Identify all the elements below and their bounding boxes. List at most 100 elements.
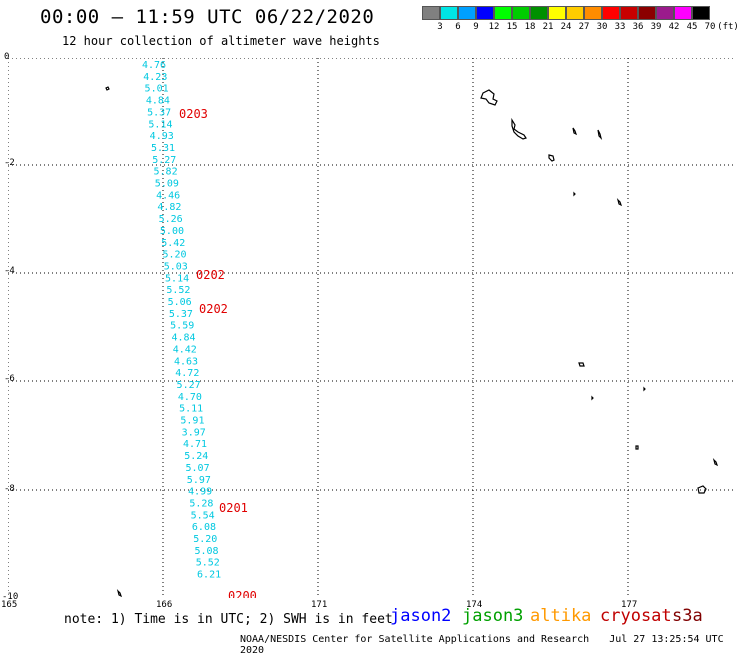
color-swatch [458,6,476,20]
island-outline [105,86,110,91]
x-tick-label: 165 [1,600,18,610]
color-scale-label: 9 [473,22,479,32]
swh-value-label: 5.06 [168,297,192,308]
footer-credit: NOAA/NESDIS Center for Satellite Applica… [240,634,724,656]
swh-value-label: 5.20 [162,250,186,261]
swh-value-label: 5.27 [152,155,176,166]
x-tick-label: 174 [466,600,483,610]
swh-value-label: 4.82 [157,202,181,213]
swh-value-label: 4.71 [183,439,207,450]
swh-value-label: 5.14 [165,273,189,284]
color-swatch [548,6,566,20]
island-outline [635,445,639,450]
color-scale-bar [422,6,710,20]
color-swatch [494,6,512,20]
island-outline [578,362,585,367]
swh-value-label: 5.01 [145,84,169,95]
color-swatch [656,6,674,20]
x-tick-label: 171 [311,600,328,610]
swh-value-label: 5.00 [160,226,184,237]
swh-value-label: 4.46 [156,190,180,201]
swh-value-label: 5.31 [151,143,175,154]
color-swatch [440,6,458,20]
color-scale-label: 12 [488,22,500,32]
legend-altika: altika [530,606,592,626]
island-outline [591,395,594,401]
island-outline [116,589,123,598]
swh-value-label: 5.20 [193,534,217,545]
color-scale-label: 33 [614,22,626,32]
color-swatch [512,6,530,20]
swh-value-label: 4.84 [146,96,170,107]
pass-time-label: 0200 [228,589,257,598]
island-outline [511,117,527,140]
swh-value-label: 5.08 [194,546,218,557]
swh-value-label: 4.99 [188,487,212,498]
swh-value-label: 5.11 [179,404,203,415]
color-scale-label: 70 [704,22,716,32]
swh-value-label: 4.84 [171,333,195,344]
y-tick-label: -6 [4,374,15,384]
swh-value-label: 5.59 [170,321,194,332]
y-tick-label: -8 [4,484,15,494]
y-tick-label: 0 [4,52,10,62]
color-swatch [530,6,548,20]
swh-value-label: 5.27 [177,380,201,391]
legend-jason3: jason3 [462,606,524,626]
swh-value-label: 6.08 [192,522,216,533]
color-scale-label: 36 [632,22,644,32]
units-note: note: 1) Time is in UTC; 2) SWH is in fe… [64,612,393,627]
swh-value-label: 5.28 [189,498,213,509]
island-outline [697,485,707,494]
island-outline [548,154,555,162]
swh-value-label: 5.07 [186,463,210,474]
legend-s3a: s3a [672,606,703,626]
color-scale-label: 6 [455,22,461,32]
color-scale-label: 24 [560,22,572,32]
color-scale-label: 30 [596,22,608,32]
swh-value-label: 4.23 [143,72,167,83]
swh-value-label: 5.54 [191,510,215,521]
pass-time-label: 0201 [219,501,248,515]
color-scale-label: 39 [650,22,662,32]
swh-value-label: 3.97 [182,427,206,438]
color-swatch [422,6,440,20]
color-scale-label: 27 [578,22,590,32]
map-title: 00:00 – 11:59 UTC 06/22/2020 [40,6,375,28]
swh-value-label: 4.72 [175,368,199,379]
color-scale-unit: (ft) [717,22,739,32]
swh-value-label: 5.26 [159,214,183,225]
map-subtitle: 12 hour collection of altimeter wave hei… [62,34,380,48]
swh-value-label: 5.97 [187,475,211,486]
swh-value-label: 5.91 [180,416,204,427]
swh-value-label: 5.42 [161,238,185,249]
color-swatch [620,6,638,20]
swh-value-label: 5.82 [154,167,178,178]
swh-value-label: 5.52 [166,285,190,296]
swh-value-label: 4.76 [142,60,166,71]
swh-value-label: 4.42 [173,344,197,355]
swh-value-label: 5.09 [155,179,179,190]
color-scale-label: 45 [686,22,698,32]
x-tick-label: 177 [621,600,638,610]
island-outline [616,198,623,207]
island-outline [572,127,578,136]
pass-time-label: 0202 [199,302,228,316]
swh-value-label: 5.37 [147,107,171,118]
swh-value-label: 5.03 [164,261,188,272]
y-tick-label: -4 [4,266,15,276]
swh-value-label: 5.24 [184,451,208,462]
color-swatch [674,6,692,20]
swh-value-label: 6.21 [197,570,221,581]
island-outline [712,458,719,467]
pass-time-label: 0202 [196,268,225,282]
island-outline [597,129,603,140]
pass-time-label: 0203 [179,107,208,121]
color-swatch [692,6,710,20]
y-tick-label: -10 [2,592,19,602]
swh-value-label: 4.63 [174,356,198,367]
island-outline [480,89,498,106]
legend-jason2: jason2 [390,606,452,626]
swh-value-label: 5.52 [196,558,220,569]
color-swatch [476,6,494,20]
